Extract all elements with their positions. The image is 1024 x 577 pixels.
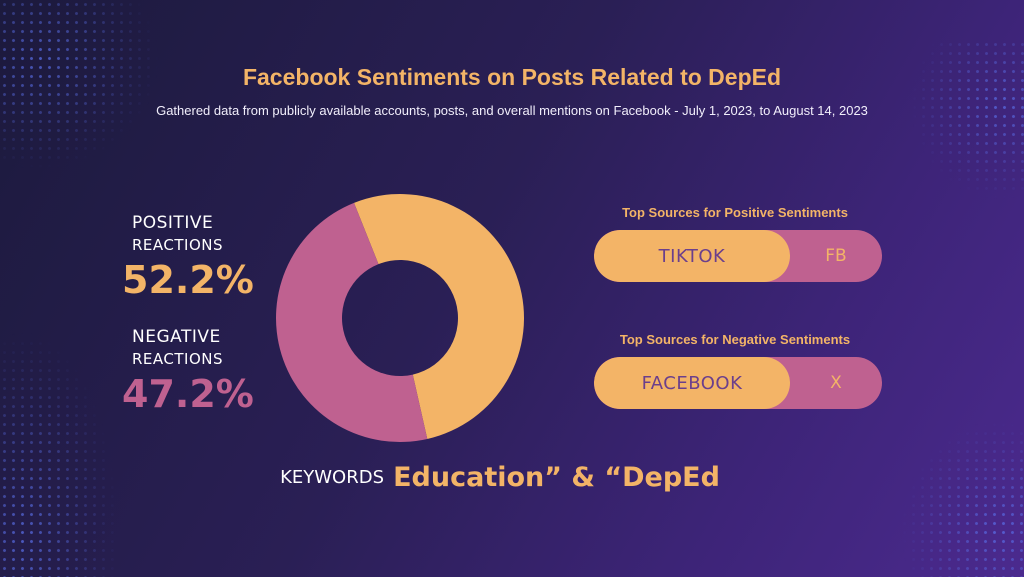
donut-slice-positive [354, 194, 524, 439]
keywords: KEYWORDS Education” & “DepEd [0, 462, 1000, 493]
negative-sources-title: Top Sources for Negative Sentiments [619, 332, 851, 347]
chart-subtitle: Gathered data from publicly available ac… [156, 103, 868, 118]
positive-source-primary: TIKTOK [594, 230, 790, 282]
donut-slice-negative [275, 202, 428, 442]
negative-sources-bar: FACEBOOK X [594, 357, 882, 409]
positive-value: 52.2% [122, 258, 254, 302]
chart-title: Facebook Sentiments on Posts Related to … [242, 64, 782, 90]
negative-label-line1: NEGATIVE [132, 327, 221, 347]
donut-chart [275, 194, 524, 442]
negative-label-line2: REACTIONS [132, 350, 224, 368]
positive-sources-title: Top Sources for Positive Sentiments [622, 205, 848, 220]
positive-label: POSITIVE REACTIONS [132, 212, 262, 256]
positive-source-secondary: FB [825, 246, 847, 266]
negative-label: NEGATIVE REACTIONS [132, 326, 262, 370]
background-dots-bottom-right [900, 420, 1024, 577]
negative-source-primary: FACEBOOK [594, 357, 790, 409]
positive-label-line1: POSITIVE [132, 213, 214, 233]
negative-value: 47.2% [122, 372, 254, 416]
background-dots-bottom-left [0, 330, 120, 577]
positive-label-line2: REACTIONS [132, 236, 224, 254]
keywords-value: Education” & “DepEd [393, 462, 720, 493]
positive-sources-bar: TIKTOK FB [594, 230, 882, 282]
keywords-label: KEYWORDS [280, 467, 385, 488]
negative-source-secondary: X [830, 373, 842, 393]
